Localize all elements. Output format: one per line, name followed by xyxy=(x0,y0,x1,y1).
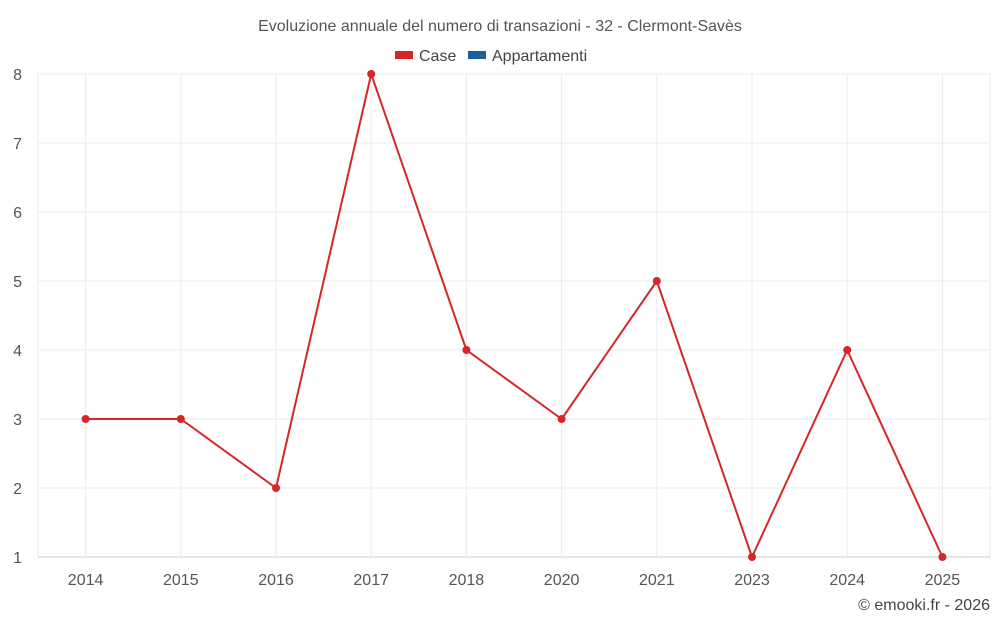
y-tick-label-6: 6 xyxy=(13,205,22,222)
data-point-2016[interactable] xyxy=(272,484,280,492)
legend-label-case[interactable]: Case xyxy=(419,48,456,65)
y-tick-label-2: 2 xyxy=(13,481,22,498)
y-tick-label-4: 4 xyxy=(13,343,22,360)
data-point-2021[interactable] xyxy=(652,277,661,285)
x-tick-label-2021: 2021 xyxy=(639,572,675,589)
data-point-2024[interactable] xyxy=(843,346,852,354)
y-tick-label-3: 3 xyxy=(13,412,22,429)
x-axis: 2014 2015 2016 2017 2018 2020 2021 2023 2024 2025 xyxy=(38,556,990,589)
series-case xyxy=(81,70,947,561)
legend-swatch-appartamenti xyxy=(468,51,486,59)
x-tick-label-2017: 2017 xyxy=(353,572,389,589)
x-tick-label-2023: 2023 xyxy=(734,572,770,589)
y-tick-label-7: 7 xyxy=(13,136,22,153)
x-tick-label-2014: 2014 xyxy=(68,572,104,589)
x-tick-label-2024: 2024 xyxy=(829,572,865,589)
x-tick-label-2015: 2015 xyxy=(163,572,199,589)
data-point-2017[interactable] xyxy=(367,70,376,78)
y-axis: 1 2 3 4 5 6 7 8 xyxy=(13,67,22,567)
x-tick-label-2025: 2025 xyxy=(925,572,961,589)
data-point-2014[interactable] xyxy=(81,415,90,423)
legend: Case Appartamenti xyxy=(395,48,587,65)
data-point-2025[interactable] xyxy=(938,553,947,561)
data-point-2023[interactable] xyxy=(748,553,756,561)
y-tick-label-1: 1 xyxy=(13,550,22,567)
x-tick-label-2020: 2020 xyxy=(544,572,580,589)
series-line-0 xyxy=(85,73,944,558)
x-tick-label-2016: 2016 xyxy=(258,572,294,589)
data-point-2018[interactable] xyxy=(462,346,471,354)
y-tick-label-5: 5 xyxy=(13,274,22,291)
y-tick-label-8: 8 xyxy=(13,67,22,84)
chart-title: Evoluzione annuale del numero di transaz… xyxy=(258,18,742,35)
legend-label-appartamenti[interactable]: Appartamenti xyxy=(492,48,587,65)
legend-swatch-case xyxy=(395,51,413,59)
x-tick-label-2018: 2018 xyxy=(449,572,485,589)
credit-text: © emooki.fr - 2026 xyxy=(858,597,990,614)
grid xyxy=(37,73,991,558)
data-point-2015[interactable] xyxy=(176,415,185,423)
data-point-2020[interactable] xyxy=(557,415,566,423)
